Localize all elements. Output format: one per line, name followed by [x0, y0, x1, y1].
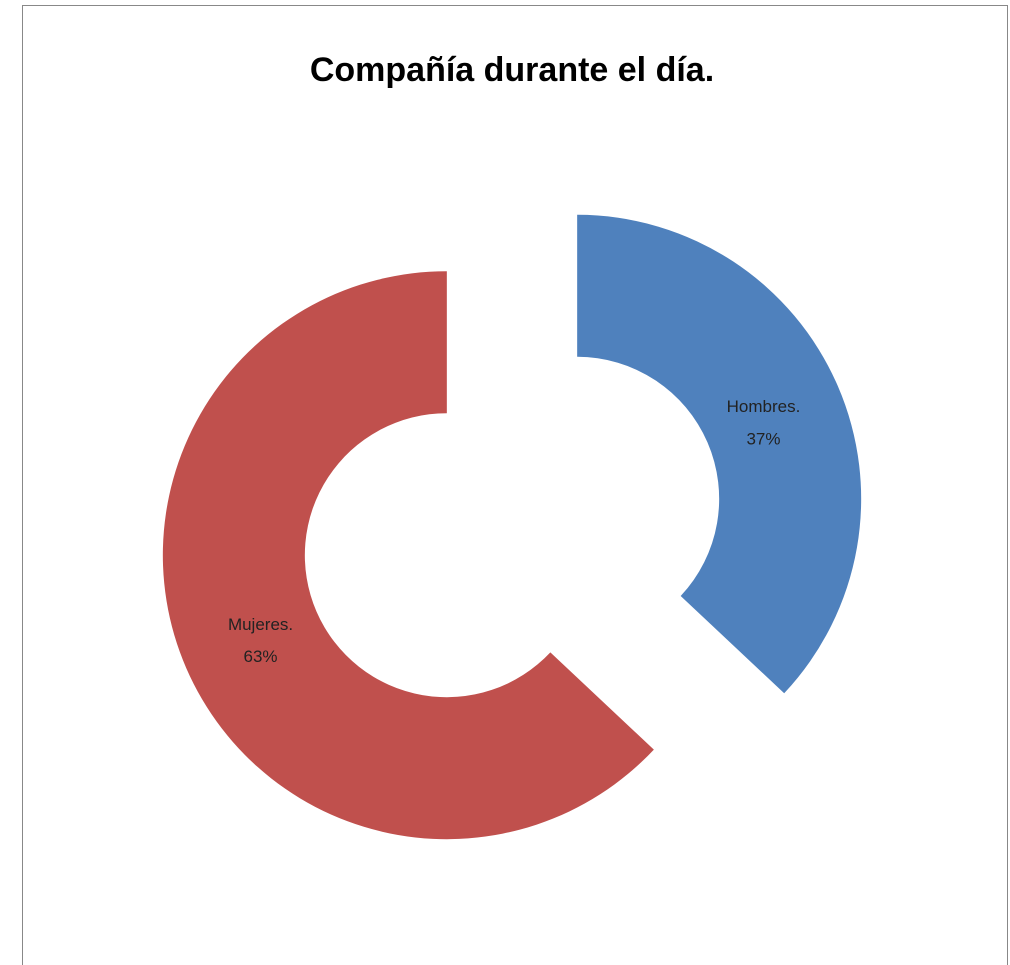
donut-slice [577, 214, 862, 694]
data-label: Hombres. 37% [727, 397, 801, 448]
category-label: Mujeres. [228, 615, 293, 634]
value-label: 37% [746, 430, 780, 449]
category-label: Hombres. [727, 397, 801, 416]
data-label: Mujeres. 63% [228, 615, 293, 666]
chart-title: Compañía durante el día. [310, 51, 714, 89]
donut-slice [162, 271, 654, 840]
value-label: 63% [244, 647, 278, 666]
